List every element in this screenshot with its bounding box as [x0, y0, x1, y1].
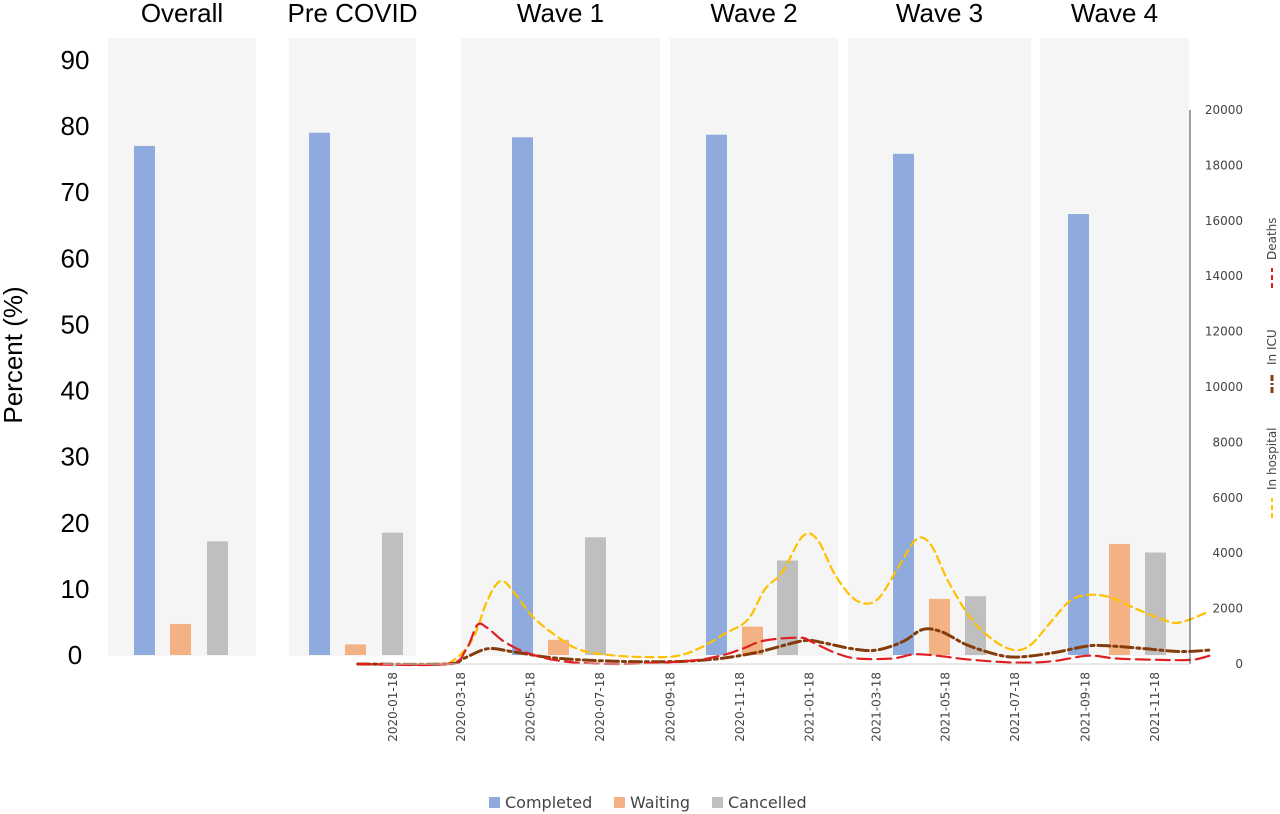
- bar: [585, 537, 606, 655]
- x-tick-label: 2021-09-18: [1079, 672, 1093, 742]
- x-tick-label: 2021-01-18: [802, 672, 816, 742]
- bar-legend-swatch: [614, 797, 625, 808]
- left-y-tick-label: 0: [68, 640, 82, 670]
- line-legend-label: In hospital: [1265, 427, 1279, 490]
- right-y-tick-label: 8000: [1212, 435, 1243, 449]
- bar: [207, 541, 228, 655]
- line-legend-label: In ICU: [1265, 329, 1279, 365]
- bar: [345, 644, 366, 655]
- bar: [134, 145, 155, 655]
- panel-background: [108, 38, 256, 656]
- right-y-tick-label: 18000: [1205, 158, 1243, 172]
- x-tick-label: 2021-07-18: [1008, 672, 1022, 742]
- bar: [382, 532, 403, 655]
- bar: [929, 598, 950, 655]
- x-tick-label: 2020-07-18: [593, 672, 607, 742]
- x-tick-label: 2020-09-18: [664, 672, 678, 742]
- panel-title: Wave 3: [896, 0, 983, 28]
- left-y-axis-label: Percent (%): [0, 286, 28, 423]
- bar: [170, 623, 191, 655]
- left-y-tick-label: 50: [61, 309, 90, 339]
- left-y-tick-label: 30: [61, 442, 90, 472]
- left-y-tick-label: 70: [61, 177, 90, 207]
- left-y-tick-label: 90: [61, 45, 90, 75]
- panel-background: [461, 38, 660, 656]
- bar: [512, 137, 533, 656]
- panel-backgrounds: [108, 38, 1189, 656]
- right-y-tick-label: 12000: [1205, 325, 1243, 339]
- line-series: [356, 532, 1211, 666]
- right-y-tick-label: 16000: [1205, 214, 1243, 228]
- right-y-tick-label: 0: [1235, 657, 1243, 671]
- bar: [1109, 543, 1130, 655]
- legend: In hospital In ICU Deaths Completed Waiting C…: [489, 217, 1279, 812]
- x-tick-label: 2020-03-18: [454, 672, 468, 742]
- right-y-tick-label: 20000: [1205, 103, 1243, 117]
- left-y-tick-label: 80: [61, 111, 90, 141]
- panel-title: Wave 4: [1071, 0, 1158, 28]
- panel-title: Overall: [141, 0, 223, 28]
- right-y-tick-label: 6000: [1212, 491, 1243, 505]
- bar: [893, 153, 914, 655]
- left-y-tick-label: 10: [61, 574, 90, 604]
- panel-title: Wave 2: [710, 0, 797, 28]
- line-legend-label: Deaths: [1265, 217, 1279, 260]
- left-y-tick-label: 60: [61, 243, 90, 273]
- x-tick-label: 2020-05-18: [524, 672, 538, 742]
- lines: [356, 532, 1212, 667]
- panel-titles: Overall Pre COVID Wave 1 Wave 2 Wave 3 Wave 4: [141, 0, 1158, 28]
- right-y-tick-label: 2000: [1212, 602, 1243, 616]
- bar: [706, 134, 727, 655]
- left-y-tick-label: 40: [61, 376, 90, 406]
- line-series: [356, 627, 1212, 666]
- panel-background: [848, 38, 1031, 656]
- left-y-tick-label: 20: [61, 508, 90, 538]
- axes: 0 10 20 30 40 50 60 70 80 90 Percent (%) 0 2000 4000 6…: [0, 45, 1243, 742]
- bar: [1068, 214, 1089, 656]
- bar-legend-label: Completed: [505, 793, 592, 812]
- bar-legend-swatch: [712, 797, 723, 808]
- x-tick-label: 2021-03-18: [869, 672, 883, 742]
- x-tick-label: 2020-11-18: [733, 672, 747, 742]
- bar: [1145, 552, 1166, 655]
- x-tick-label: 2020-01-18: [386, 672, 400, 742]
- bar: [777, 560, 798, 655]
- panel-title: Pre COVID: [287, 0, 417, 28]
- right-y-tick-label: 4000: [1212, 546, 1243, 560]
- panel-title: Wave 1: [517, 0, 604, 28]
- bar-legend-label: Waiting: [630, 793, 690, 812]
- bar: [309, 132, 330, 655]
- bars: [134, 132, 1166, 656]
- bar-legend-swatch: [489, 797, 500, 808]
- panel-background: [670, 38, 838, 656]
- x-tick-label: 2021-11-18: [1148, 672, 1162, 742]
- bar-legend-label: Cancelled: [728, 793, 807, 812]
- bar: [548, 639, 569, 655]
- right-y-tick-label: 10000: [1205, 380, 1243, 394]
- right-y-tick-label: 14000: [1205, 269, 1243, 283]
- line-series: [356, 622, 1211, 667]
- x-tick-label: 2021-05-18: [939, 672, 953, 742]
